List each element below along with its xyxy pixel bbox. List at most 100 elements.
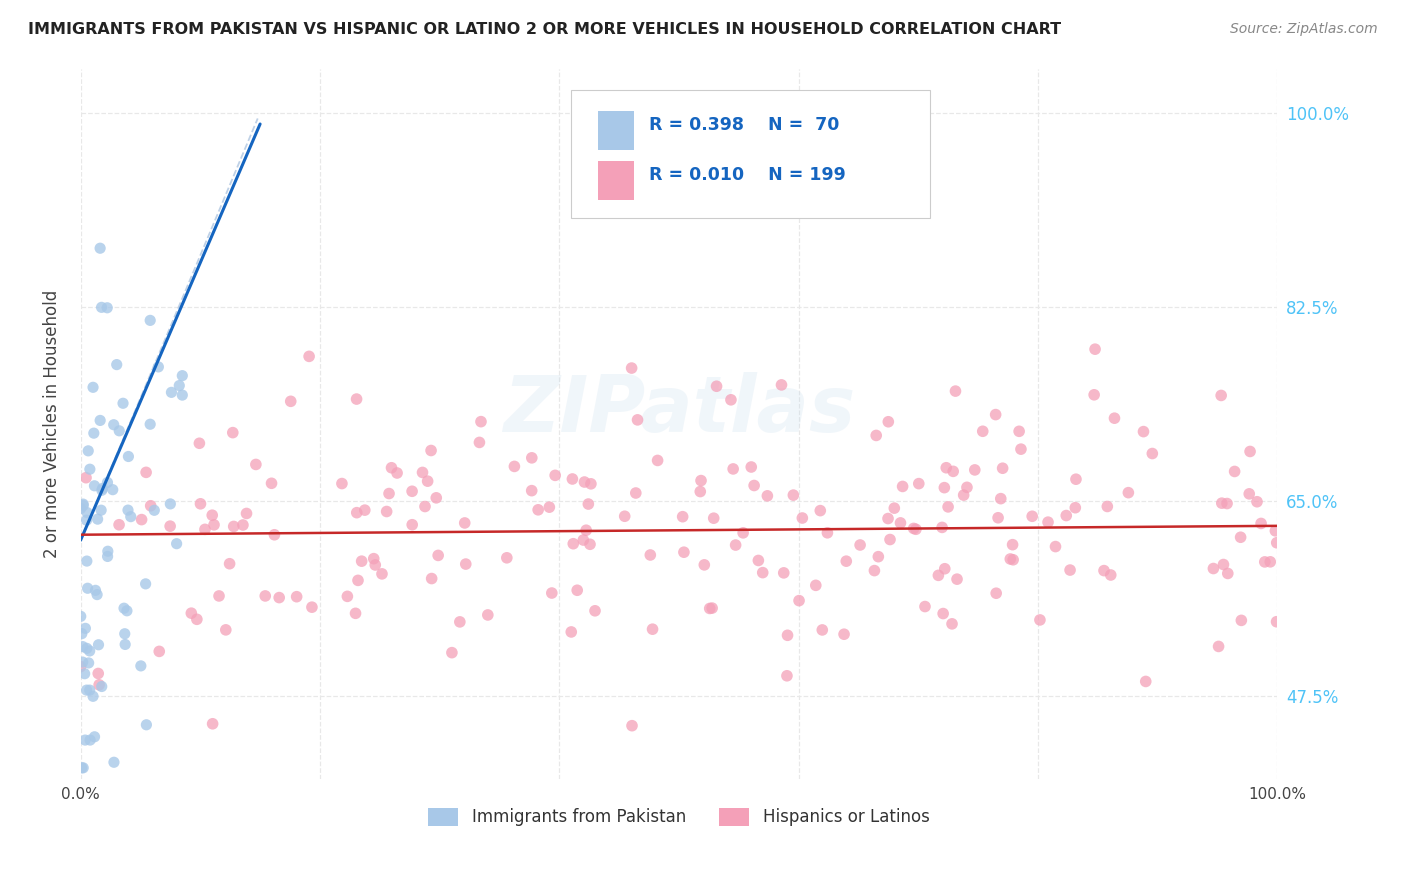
Point — [693, 558, 716, 572]
Point — [69, 501, 91, 516]
Point — [344, 607, 367, 621]
Point — [934, 481, 956, 495]
Point — [520, 483, 543, 498]
Point — [201, 716, 224, 731]
Point — [1211, 388, 1233, 402]
Point — [703, 511, 725, 525]
Point — [986, 586, 1008, 600]
Point — [1002, 553, 1025, 567]
Point — [87, 666, 110, 681]
Point — [1000, 552, 1022, 566]
Point — [690, 474, 713, 488]
Point — [904, 522, 927, 536]
Point — [412, 466, 434, 480]
Point — [1211, 496, 1233, 510]
Point — [120, 509, 142, 524]
Point — [90, 503, 112, 517]
Point — [772, 566, 794, 580]
Point — [544, 468, 567, 483]
Point — [449, 615, 471, 629]
Point — [868, 549, 890, 564]
Point — [641, 622, 664, 636]
Point — [117, 503, 139, 517]
Point — [672, 545, 695, 559]
Point — [624, 486, 647, 500]
Point — [946, 572, 969, 586]
Point — [787, 593, 810, 607]
Point — [76, 641, 98, 656]
Point — [260, 476, 283, 491]
Point — [1045, 540, 1067, 554]
Point — [201, 508, 224, 523]
Point — [232, 518, 254, 533]
Point — [188, 436, 211, 450]
Point — [135, 718, 157, 732]
Point — [70, 761, 93, 775]
Point — [468, 435, 491, 450]
Point — [72, 497, 94, 511]
Point — [69, 659, 91, 673]
Point — [112, 396, 135, 410]
Point — [1099, 568, 1122, 582]
Point — [166, 537, 188, 551]
Point — [883, 501, 905, 516]
Point — [363, 551, 385, 566]
Point — [1142, 446, 1164, 460]
Point — [770, 377, 793, 392]
Point — [117, 450, 139, 464]
Point — [84, 583, 107, 598]
Point — [135, 466, 157, 480]
Point — [1029, 613, 1052, 627]
Point — [222, 519, 245, 533]
Point — [1239, 487, 1261, 501]
Point — [865, 428, 887, 442]
Point — [706, 379, 728, 393]
Point — [112, 601, 135, 615]
Point — [245, 458, 267, 472]
Point — [720, 392, 742, 407]
Point — [1132, 425, 1154, 439]
Point — [863, 564, 886, 578]
Point — [815, 525, 838, 540]
Point — [647, 453, 669, 467]
Point — [82, 690, 104, 704]
Point — [891, 479, 914, 493]
Point — [742, 478, 765, 492]
Point — [1254, 555, 1277, 569]
Point — [76, 581, 98, 595]
Point — [347, 574, 370, 588]
Point — [935, 460, 957, 475]
Point — [454, 516, 477, 530]
Point — [889, 516, 911, 530]
Point — [86, 512, 108, 526]
Point — [1258, 555, 1281, 569]
Point — [76, 554, 98, 568]
Point — [987, 510, 1010, 524]
Point — [75, 733, 97, 747]
Point — [427, 549, 450, 563]
Point — [560, 624, 582, 639]
Point — [579, 476, 602, 491]
Point — [620, 361, 643, 376]
Point — [97, 549, 120, 564]
Point — [903, 521, 925, 535]
Point — [235, 507, 257, 521]
Point — [346, 506, 368, 520]
Point — [613, 509, 636, 524]
Point — [353, 503, 375, 517]
Point — [945, 384, 967, 398]
Point — [626, 413, 648, 427]
Point — [263, 528, 285, 542]
Point — [285, 590, 308, 604]
Point — [79, 644, 101, 658]
Point — [401, 517, 423, 532]
Point — [811, 623, 834, 637]
Point — [425, 491, 447, 505]
Point — [169, 378, 191, 392]
Point — [72, 655, 94, 669]
Point — [477, 607, 499, 622]
Point — [172, 368, 194, 383]
Point — [1064, 472, 1087, 486]
Point — [87, 638, 110, 652]
Point — [927, 568, 949, 582]
